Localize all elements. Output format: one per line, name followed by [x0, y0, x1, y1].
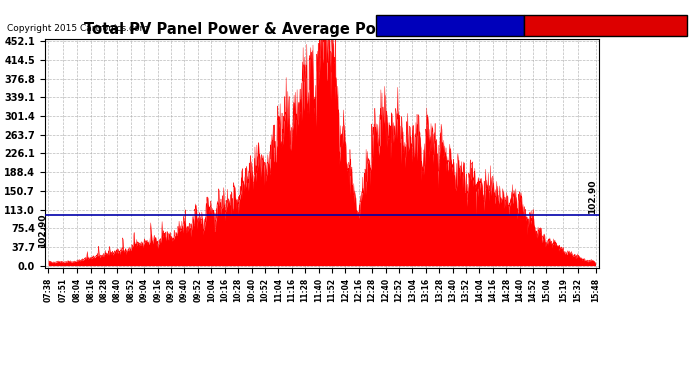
- Text: 102.90: 102.90: [38, 213, 47, 248]
- Text: 102.90: 102.90: [588, 179, 597, 213]
- Title: Total PV Panel Power & Average Power Mon Dec 21 15:50: Total PV Panel Power & Average Power Mon…: [83, 22, 560, 38]
- Text: Copyright 2015 Cartronics.com: Copyright 2015 Cartronics.com: [7, 24, 148, 33]
- Text: PV Panels (DC Watts): PV Panels (DC Watts): [528, 21, 637, 30]
- Text: Average (DC Watts): Average (DC Watts): [380, 21, 480, 30]
